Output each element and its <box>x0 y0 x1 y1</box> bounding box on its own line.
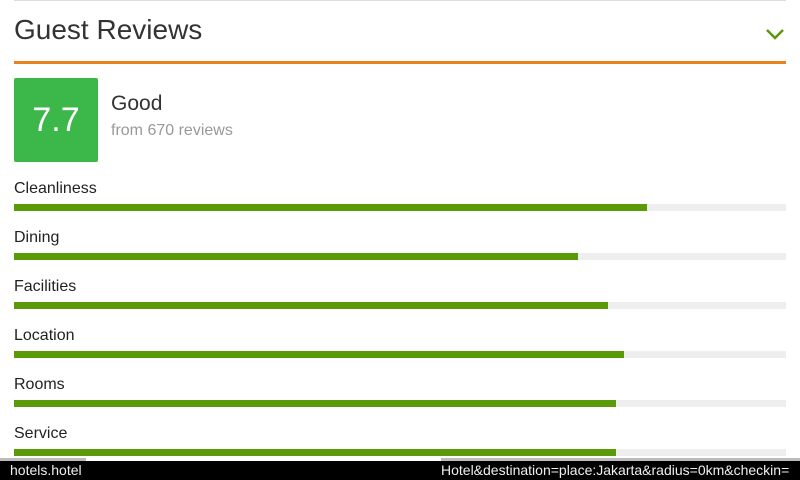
status-host: hotels.hotel <box>10 462 82 478</box>
rating-track <box>14 253 786 260</box>
rating-label: Rooms <box>14 376 65 393</box>
status-bar <box>0 461 800 480</box>
accent-line <box>14 61 786 64</box>
score-badge: 7.7 <box>14 78 98 162</box>
rating-label: Location <box>14 327 75 344</box>
rating-bar <box>14 400 617 407</box>
review-count: from 670 reviews <box>111 122 233 139</box>
rating-track <box>14 351 786 358</box>
rating-label: Cleanliness <box>14 180 97 197</box>
rating-label: Dining <box>14 229 60 246</box>
section-title: Guest Reviews <box>14 14 203 45</box>
rating-label: Facilities <box>14 278 77 295</box>
rating-label: Service <box>14 425 68 442</box>
rating-text: Good <box>111 92 163 115</box>
scroll-indicator <box>0 458 86 461</box>
rating-bar <box>14 253 578 260</box>
rating-bar <box>14 204 648 211</box>
expand-chevron[interactable] <box>764 26 786 42</box>
rating-track <box>14 400 786 407</box>
divider <box>14 0 786 1</box>
rating-bar <box>14 351 624 358</box>
rating-track <box>14 302 786 309</box>
rating-bar <box>14 449 617 456</box>
rating-track <box>14 449 786 456</box>
status-url: Hotel&destination=place:Jakarta&radius=0… <box>441 462 790 478</box>
scroll-indicator <box>441 458 800 461</box>
rating-bar <box>14 302 609 309</box>
rating-track <box>14 204 786 211</box>
